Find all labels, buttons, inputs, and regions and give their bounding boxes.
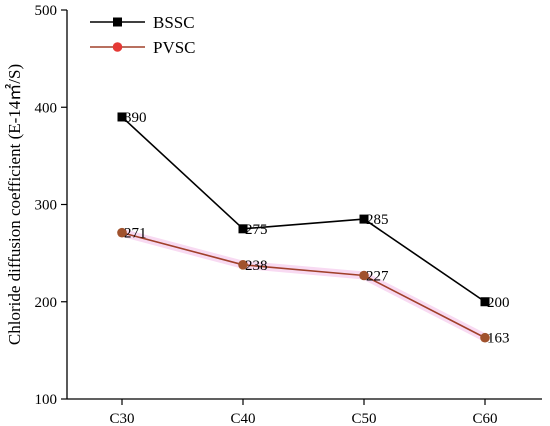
y-tick-label: 300: [35, 198, 58, 214]
axes: 100 200 300 400 500 C30 C40 C50 C60: [35, 3, 542, 426]
y-axis-title: Chloride diffusion coefficient (E-14㎡/S): [5, 64, 24, 345]
y-tick-label: 500: [35, 3, 58, 19]
legend-label: PVSC: [153, 38, 196, 57]
x-tick-label: C30: [109, 411, 134, 426]
x-ticks: C30 C40 C50 C60: [109, 399, 498, 426]
data-point: [117, 112, 127, 122]
legend-label: BSSC: [153, 13, 195, 32]
data-label: 227: [366, 268, 389, 284]
data-point: [238, 259, 248, 270]
legend-marker: [113, 17, 122, 27]
data-point: [359, 214, 369, 224]
legend-marker: [112, 42, 123, 52]
y-ticks: 100 200 300 400 500: [35, 3, 67, 408]
series-glow: [118, 228, 489, 342]
data-point: [238, 224, 248, 234]
data-label: 200: [487, 295, 510, 311]
y-tick-label: 400: [35, 100, 58, 116]
data-label: 163: [487, 331, 510, 347]
data-label: 275: [245, 222, 268, 238]
data-point: [480, 297, 490, 307]
series-line: [121, 231, 486, 339]
data-point: [359, 270, 369, 281]
data-point: [117, 227, 127, 238]
legend: BSSC PVSC: [90, 13, 196, 57]
y-tick-label: 200: [35, 295, 58, 311]
data-point: [480, 332, 490, 343]
x-tick-label: C60: [472, 411, 497, 426]
series-layer: 390 275 285 200 271 238 227 163: [117, 110, 510, 347]
x-tick-label: C50: [351, 411, 376, 426]
legend-item-bssc: BSSC: [90, 13, 195, 32]
x-tick-label: C40: [230, 411, 255, 426]
data-label: 238: [245, 258, 268, 274]
y-tick-label: 100: [35, 392, 58, 408]
series-bssc: 390 275 285 200: [117, 110, 510, 311]
series-pvsc: 271 238 227 163: [117, 226, 510, 347]
data-label: 390: [124, 110, 147, 126]
data-label: 271: [124, 226, 147, 242]
legend-item-pvsc: PVSC: [90, 38, 196, 57]
data-label: 285: [366, 212, 389, 228]
series-line: [121, 116, 486, 303]
